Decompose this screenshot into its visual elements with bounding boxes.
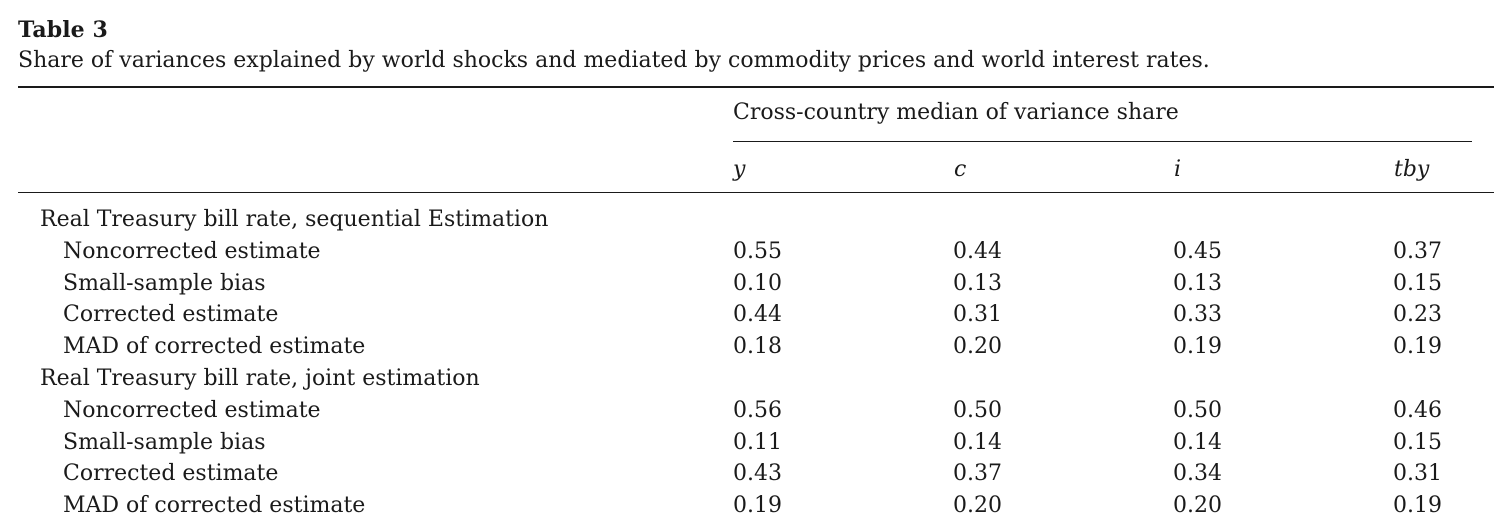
table-row: Noncorrected estimate 0.56 0.50 0.50 0.46 — [18, 395, 1494, 427]
row-label: Noncorrected estimate — [63, 397, 321, 423]
table-cell-tby: 0.31 — [1393, 461, 1442, 487]
table-cell-y: 0.11 — [733, 429, 782, 455]
table-cell-tby: 0.15 — [1393, 270, 1442, 296]
table-cell-c: 0.13 — [953, 270, 1002, 296]
table-row: MAD of corrected estimate 0.19 0.20 0.20 0.1… — [18, 490, 1494, 522]
table-cell-i: 0.33 — [1173, 302, 1222, 328]
table-cell-i: 0.34 — [1173, 461, 1222, 487]
table-cell-y: 0.55 — [733, 238, 782, 264]
table-row: Small-sample bias 0.10 0.13 0.13 0.15 — [18, 268, 1494, 300]
table-row: Corrected estimate 0.43 0.37 0.34 0.31 — [18, 458, 1494, 490]
table-cell-y: 0.19 — [733, 493, 782, 519]
table-cell-c: 0.20 — [953, 334, 1002, 360]
row-label: Noncorrected estimate — [63, 238, 321, 264]
table-row: Small-sample bias 0.11 0.14 0.14 0.15 — [18, 427, 1494, 459]
table-cell-c: 0.14 — [953, 429, 1002, 455]
table-cell-y: 0.10 — [733, 270, 782, 296]
table-row: Corrected estimate 0.44 0.31 0.33 0.23 — [18, 299, 1494, 331]
table-cell-i: 0.13 — [1173, 270, 1222, 296]
table-cell-i: 0.20 — [1173, 493, 1222, 519]
row-label: Corrected estimate — [63, 302, 279, 328]
table-group-row: Real Treasury bill rate, joint estimatio… — [18, 363, 1494, 395]
column-header-c: c — [954, 157, 967, 182]
top-rule — [18, 86, 1494, 88]
table-cell-i: 0.45 — [1173, 238, 1222, 264]
row-label: MAD of corrected estimate — [63, 493, 366, 519]
table-cell-c: 0.37 — [953, 461, 1002, 487]
table-cell-y: 0.43 — [733, 461, 782, 487]
table-cell-y: 0.18 — [733, 334, 782, 360]
header-rule — [18, 192, 1494, 193]
table-title: Table 3 — [18, 17, 108, 43]
table-cell-i: 0.50 — [1173, 397, 1222, 423]
table-document: Table 3 Share of variances explained by … — [18, 14, 1494, 518]
table-cell-tby: 0.46 — [1393, 397, 1442, 423]
table-row: Noncorrected estimate 0.55 0.44 0.45 0.37 — [18, 236, 1494, 268]
column-header-i: i — [1174, 157, 1182, 182]
table-body: Real Treasury bill rate, sequential Esti… — [18, 204, 1494, 522]
table-cell-c: 0.20 — [953, 493, 1002, 519]
column-group-header: Cross-country median of variance share — [733, 100, 1179, 125]
column-header-tby: tby — [1394, 157, 1430, 182]
table-cell-i: 0.19 — [1173, 334, 1222, 360]
table-row: MAD of corrected estimate 0.18 0.20 0.19 0.1… — [18, 331, 1494, 363]
table-caption: Share of variances explained by world sh… — [18, 48, 1210, 73]
table-cell-tby: 0.37 — [1393, 238, 1442, 264]
table-cell-c: 0.31 — [953, 302, 1002, 328]
row-label: Corrected estimate — [63, 461, 279, 487]
row-label: MAD of corrected estimate — [63, 334, 366, 360]
table-cell-y: 0.44 — [733, 302, 782, 328]
table-cell-i: 0.14 — [1173, 429, 1222, 455]
row-label: Small-sample bias — [63, 270, 266, 296]
spanner-rule — [733, 141, 1472, 142]
table-cell-tby: 0.19 — [1393, 334, 1442, 360]
row-label: Small-sample bias — [63, 429, 266, 455]
table-group-row: Real Treasury bill rate, sequential Esti… — [18, 204, 1494, 236]
group-label: Real Treasury bill rate, joint estimatio… — [40, 365, 480, 391]
column-header-y: y — [733, 157, 746, 182]
table-cell-tby: 0.23 — [1393, 302, 1442, 328]
table-cell-tby: 0.19 — [1393, 493, 1442, 519]
table-cell-c: 0.44 — [953, 238, 1002, 264]
table-cell-y: 0.56 — [733, 397, 782, 423]
table-cell-tby: 0.15 — [1393, 429, 1442, 455]
group-label: Real Treasury bill rate, sequential Esti… — [40, 207, 549, 232]
table-cell-c: 0.50 — [953, 397, 1002, 423]
